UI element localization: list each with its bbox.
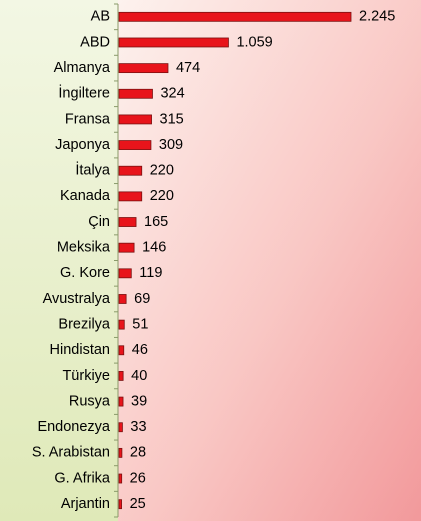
value-label: 220 [150,188,174,204]
y-tick-label: G. Kore [60,265,110,281]
y-tick-label: Avustralya [43,291,111,307]
value-label: 39 [131,393,147,409]
bar [118,473,123,484]
value-label: 2.245 [359,9,395,25]
bar [118,37,229,48]
value-label: 119 [139,265,162,281]
y-tick-label: Hindistan [50,342,110,358]
y-tick-label: Fransa [65,111,111,127]
value-label: 33 [130,419,146,435]
y-tick-label: G. Afrika [54,470,111,486]
plot-background [118,0,421,521]
bar [118,499,122,510]
bar [118,191,143,202]
bar [118,217,137,227]
label-background [0,0,118,521]
y-tick-label: Türkiye [62,368,110,384]
value-label: 26 [130,470,146,486]
y-tick-label: Meksika [57,240,111,256]
bar [118,422,123,433]
y-tick-label: Kanada [60,188,111,204]
value-label: 324 [160,86,184,102]
value-label: 69 [134,291,150,307]
value-label: 40 [131,368,147,384]
y-tick-label: Japonya [55,137,111,153]
value-label: 315 [160,111,184,127]
value-label: 220 [150,163,174,179]
value-label: 146 [142,240,166,256]
value-label: 25 [130,496,146,512]
bar [118,371,124,381]
y-tick-label: Rusya [69,393,111,409]
y-tick-label: Çin [88,214,110,230]
y-tick-label: Brezilya [58,316,111,332]
bar [118,140,152,150]
bar [118,165,143,176]
bar [118,88,153,99]
y-tick-label: ABD [80,34,110,50]
value-label: 309 [159,137,183,153]
value-label: 165 [144,214,168,230]
bar [118,345,125,356]
bar [118,294,127,304]
bar [118,114,152,125]
y-tick-label: İngiltere [58,84,110,102]
bar [118,63,169,74]
bar [118,396,124,407]
value-label: 51 [132,316,148,332]
y-tick-label: İtalya [75,161,111,179]
bar [118,11,352,22]
bar [118,319,125,330]
y-tick-label: AB [91,9,110,25]
y-tick-label: Endonezya [37,419,110,435]
y-tick-label: Arjantin [61,496,110,512]
value-label: 46 [132,342,148,358]
bar [118,242,135,253]
y-tick-label: S. Arabistan [32,445,110,461]
y-tick-label: Almanya [54,60,111,76]
value-label: 28 [130,445,146,461]
value-label: 474 [176,60,200,76]
value-label: 1.059 [236,34,272,50]
bar [118,268,132,279]
bar [118,447,123,458]
